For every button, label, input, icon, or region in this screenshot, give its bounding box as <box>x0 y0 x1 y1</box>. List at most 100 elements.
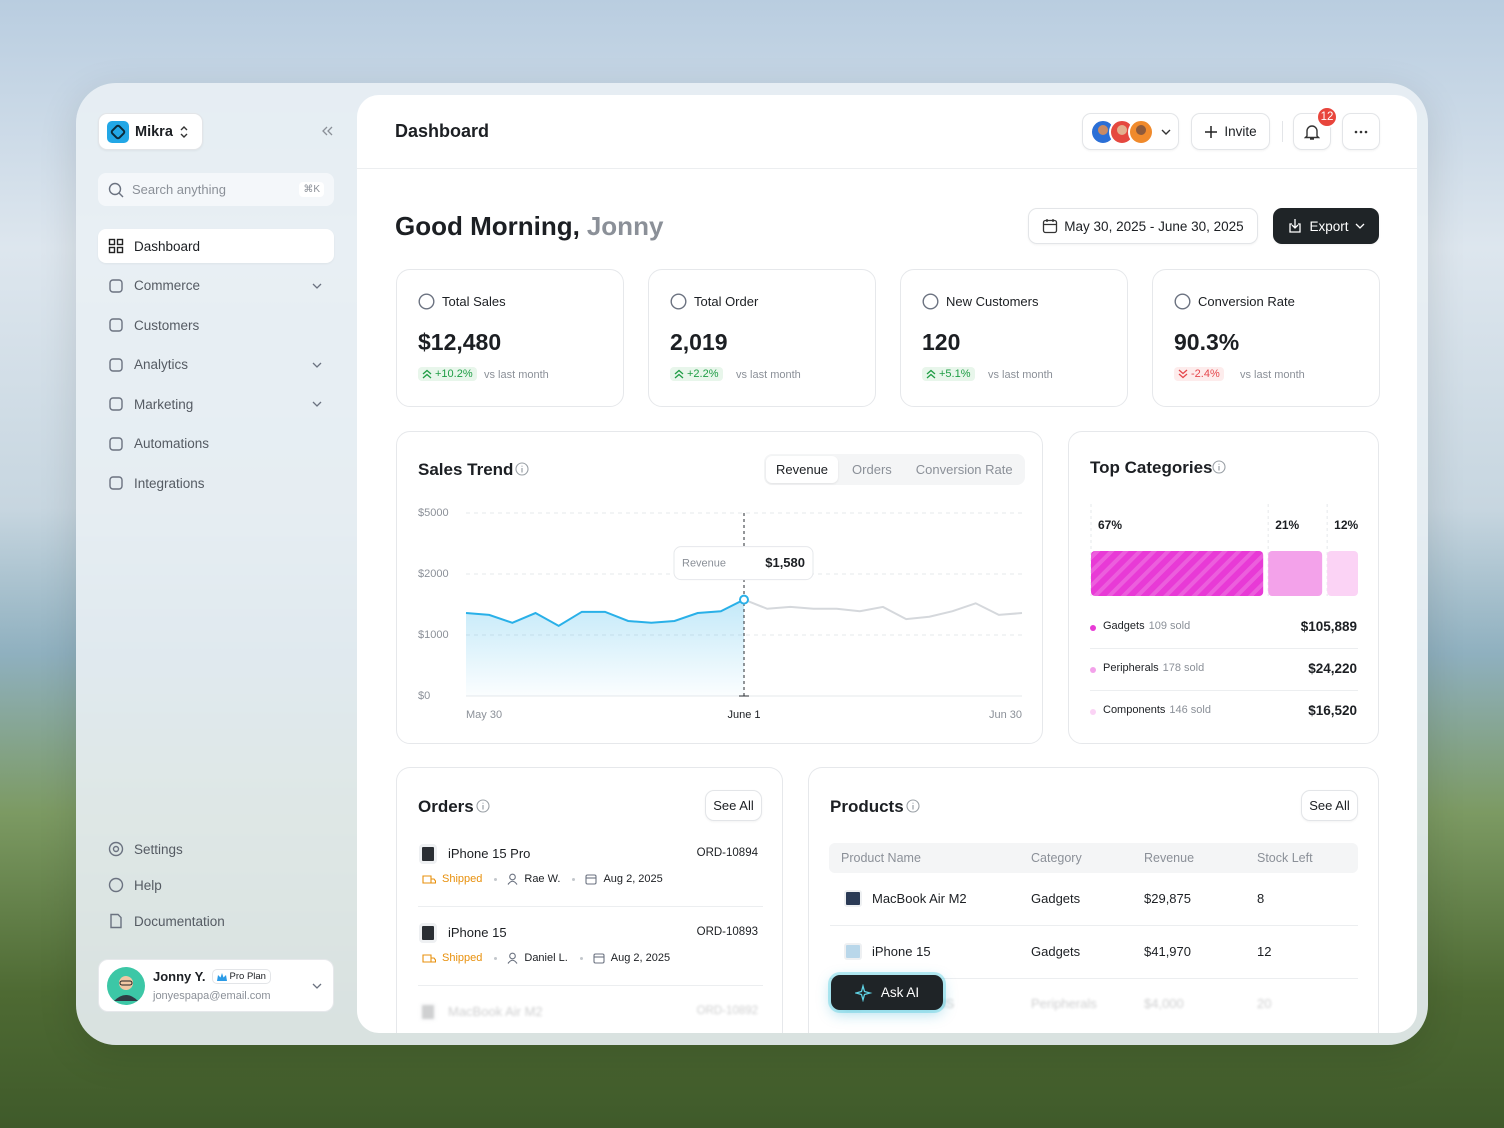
plan-label: Pro Plan <box>229 971 266 982</box>
collapse-button[interactable] <box>321 125 333 137</box>
info-icon <box>906 799 920 813</box>
hover-point <box>739 594 749 605</box>
ask-ai-button[interactable]: Ask AI <box>831 975 943 1010</box>
trend-arrow <box>422 369 432 379</box>
user-line: Jonny Y. Pro Plan <box>153 969 271 984</box>
icon-shape <box>108 246 116 254</box>
row-divider <box>1090 648 1358 649</box>
nav-icon <box>108 877 124 893</box>
nav-icon <box>109 436 123 451</box>
updown-icon <box>180 125 188 138</box>
user-avatar <box>107 967 145 1005</box>
kpi-value: $12,480 <box>418 329 502 355</box>
nav-item[interactable]: Marketing <box>98 387 334 421</box>
kpi-label: Conversion Rate <box>1198 294 1295 309</box>
category-revenue: $24,220 <box>1308 661 1357 676</box>
icon-shape <box>108 877 124 893</box>
product-cell: $4,000 <box>1144 996 1184 1011</box>
order-date: Aug 2, 2025 <box>603 873 663 885</box>
info-icon <box>476 799 490 813</box>
kpi-change: -2.4% <box>1174 367 1224 381</box>
greeting-name: Jonny <box>586 211 664 241</box>
row-divider <box>830 925 1358 926</box>
kpi-change: +10.2% <box>418 367 477 381</box>
x-tick-label: June 1 <box>727 709 760 721</box>
y-tick-label: $5000 <box>418 507 449 519</box>
order-row[interactable]: iPhone 15 Pro ORD-10894 Shipped Rae W. Aug 2… <box>397 768 784 1034</box>
icon-shape <box>112 845 120 853</box>
product-thumb <box>844 890 862 907</box>
top-categories-card: Top Categories 67% 21% 12% Gadgets 109 sold $… <box>1068 431 1379 744</box>
kpi-value: 90.3% <box>1174 329 1240 355</box>
icon-shape <box>906 799 920 813</box>
calendar-icon <box>593 953 605 964</box>
product-row[interactable]: MacBook Air M2 Gadgets $29,875 8 <box>809 768 1380 1034</box>
kpi-icon <box>1174 293 1191 310</box>
tab[interactable]: Revenue <box>766 456 839 483</box>
nav-label: Customers <box>134 317 200 333</box>
tab[interactable]: Conversion Rate <box>915 462 1013 477</box>
icon-shape <box>422 369 432 379</box>
nav-label: Integrations <box>134 475 205 491</box>
kpi-icon <box>418 293 435 310</box>
product-cell: 8 <box>1257 891 1265 906</box>
user-card[interactable]: Jonny Y. Pro Plan jonyespapa@email.com <box>98 959 334 1012</box>
nav-item[interactable]: Dashboard <box>98 229 334 263</box>
product-row[interactable]: iPhone 15 Gadgets $41,970 12 <box>809 768 1380 1034</box>
legend-dot <box>1090 709 1096 715</box>
more-button[interactable] <box>1342 113 1380 150</box>
nav-item[interactable]: Analytics <box>98 348 334 382</box>
product-cell: $29,875 <box>1144 891 1191 906</box>
icon-shape <box>109 318 123 332</box>
kpi-note: vs last month <box>988 369 1053 381</box>
order-meta: Shipped Rae W. Aug 2, 2025 <box>422 873 663 885</box>
workspace-switcher[interactable]: Mikra <box>98 113 203 150</box>
nav-item[interactable]: Integrations <box>98 466 334 500</box>
trend-arrow <box>926 369 936 379</box>
icon-shape <box>674 369 684 379</box>
date-range-picker[interactable]: May 30, 2025 - June 30, 2025 <box>1028 208 1258 244</box>
nav-icon <box>108 841 124 857</box>
share-bar <box>1327 551 1358 596</box>
header-separator <box>1282 121 1283 142</box>
kpi-change-value: -2.4% <box>1191 368 1220 380</box>
category-label: Gadgets 109 sold <box>1103 620 1190 632</box>
invite-button[interactable]: Invite <box>1191 113 1270 150</box>
nav-item[interactable]: Commerce <box>98 269 334 303</box>
product-thumb <box>419 844 437 864</box>
icon-shape <box>515 462 529 476</box>
see-all-button[interactable]: See All <box>1301 790 1358 821</box>
product-cell: $41,970 <box>1144 943 1191 959</box>
tab[interactable]: Orders <box>852 462 892 477</box>
calendar-icon <box>1043 219 1058 234</box>
order-product: iPhone 15 <box>448 925 507 940</box>
order-row[interactable]: MacBook Air M2 ORD-10892 <box>397 768 784 1034</box>
notification-badge: 12 <box>1316 106 1338 128</box>
nav-icon <box>110 913 122 929</box>
category-sold: 146 sold <box>1169 704 1211 716</box>
kpi-card: Total Order 2,019 +2.2% vs last month <box>648 269 876 407</box>
search-box[interactable]: Search anything ⌘K <box>98 173 334 206</box>
nav-item[interactable]: Customers <box>98 308 334 342</box>
icon-shape <box>422 874 436 884</box>
nav-item[interactable]: Settings <box>98 832 334 866</box>
members-button[interactable] <box>1082 113 1179 150</box>
dot <box>572 877 576 881</box>
see-all-button[interactable]: See All <box>705 790 762 821</box>
icon-shape <box>422 953 436 963</box>
kpi-note: vs last month <box>736 369 801 381</box>
legend-dot <box>1090 625 1096 631</box>
tooltip-value: $1,580 <box>765 555 805 570</box>
row-divider <box>418 906 763 907</box>
tab-group: Revenue Orders Conversion Rate <box>764 454 1025 485</box>
order-product: iPhone 15 Pro <box>448 846 531 861</box>
nav-item[interactable]: Automations <box>98 427 334 461</box>
nav-item[interactable]: Documentation <box>98 904 334 938</box>
order-customer: Daniel L. <box>524 952 568 964</box>
category-sold: 178 sold <box>1162 662 1205 674</box>
nav-item[interactable]: Help <box>98 868 334 902</box>
order-row[interactable]: iPhone 15 ORD-10893 Shipped Daniel L. Aug 2,… <box>397 768 784 1034</box>
export-button[interactable]: Export <box>1273 208 1379 244</box>
order-meta: Shipped Daniel L. Aug 2, 2025 <box>422 952 670 964</box>
x-tick-label: Jun 30 <box>989 709 1022 721</box>
